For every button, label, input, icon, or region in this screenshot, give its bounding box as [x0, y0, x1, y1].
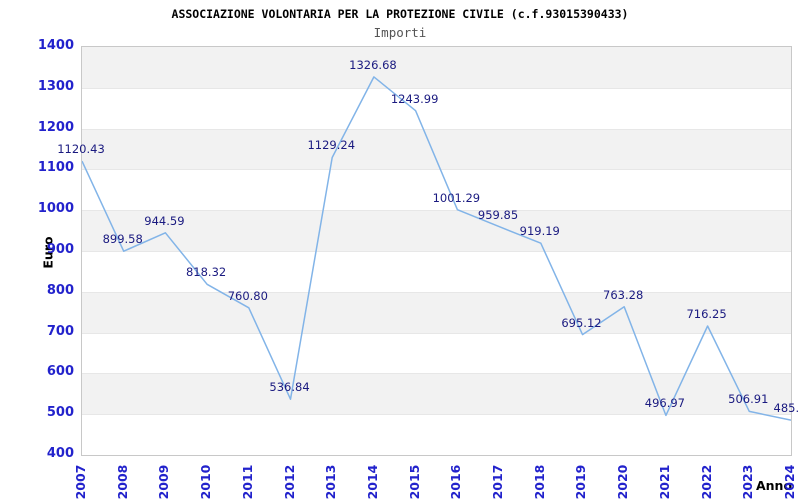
data-point-label: 1120.43 [57, 142, 105, 157]
chart-subtitle: Importi [373, 25, 427, 40]
data-point-label: 536.84 [269, 380, 310, 395]
plot-area [81, 46, 792, 456]
data-point-label: 506.91 [728, 392, 769, 407]
y-tick-label: 1100 [37, 160, 74, 176]
gridline [82, 251, 791, 252]
gridline [82, 87, 791, 89]
y-tick-label: 1300 [37, 78, 74, 94]
gridline [82, 210, 791, 212]
data-point-label: 959.85 [477, 207, 519, 222]
y-tick-label: 1400 [37, 38, 74, 53]
data-point-label: 1129.24 [307, 138, 356, 153]
x-axis-title: Anno [755, 478, 793, 493]
y-tick-label: 500 [46, 405, 74, 421]
data-point-label: 1001.29 [432, 190, 481, 205]
plot-band [82, 291, 791, 333]
gridline [82, 291, 791, 293]
x-tick-label: 2015 [406, 464, 422, 500]
x-tick-label: 2017 [490, 464, 506, 500]
gridline [82, 414, 791, 416]
data-point-label: 1326.68 [349, 57, 397, 72]
plot-band [82, 373, 791, 415]
gridline [82, 128, 791, 130]
x-tick-label: 2020 [615, 464, 631, 500]
x-tick-label: 2023 [740, 464, 756, 500]
x-tick-label: 2024 [782, 464, 797, 500]
y-tick-label: 900 [46, 242, 74, 257]
x-tick-label: 2016 [448, 464, 464, 500]
series-line [82, 76, 791, 421]
data-point-label: 716.25 [686, 306, 727, 321]
y-tick-label: 700 [46, 323, 74, 339]
plot-band [82, 210, 791, 251]
x-tick-label: 2010 [198, 464, 214, 500]
y-tick-label: 600 [46, 364, 74, 380]
series-polyline [82, 76, 791, 421]
x-tick-label: 2014 [364, 464, 380, 500]
y-tick-label: 1000 [37, 201, 74, 217]
data-point-label: 760.80 [227, 288, 268, 303]
gridline [82, 332, 791, 334]
x-tick-label: 2007 [73, 464, 88, 500]
chart-title: ASSOCIAZIONE VOLONTARIA PER LA PROTEZION… [171, 7, 629, 21]
gridline [82, 373, 791, 375]
x-tick-label: 2008 [114, 464, 130, 500]
data-point-label: 763.28 [603, 287, 644, 302]
plot-band [82, 47, 791, 88]
x-tick-label: 2013 [323, 464, 339, 500]
data-point-label: 818.32 [185, 265, 227, 280]
y-tick-label: 800 [46, 282, 74, 298]
x-tick-label: 2019 [573, 464, 589, 500]
x-tick-label: 2022 [698, 464, 714, 500]
data-point-label: 899.58 [102, 232, 143, 247]
x-tick-label: 2012 [281, 464, 297, 500]
y-tick-label: 1200 [37, 119, 74, 135]
data-point-label: 485.3 [773, 401, 800, 416]
data-point-label: 944.59 [144, 213, 185, 228]
gridline [82, 169, 791, 171]
data-point-label: 919.19 [519, 224, 560, 239]
y-tick-label: 400 [46, 446, 74, 461]
data-point-label: 496.97 [644, 396, 685, 411]
x-tick-label: 2009 [156, 464, 172, 500]
x-tick-label: 2021 [656, 464, 672, 500]
plot-band [82, 128, 791, 170]
x-tick-label: 2011 [239, 464, 255, 500]
data-point-label: 695.12 [561, 315, 602, 330]
x-tick-label: 2018 [531, 464, 547, 500]
data-point-label: 1243.99 [390, 91, 439, 106]
